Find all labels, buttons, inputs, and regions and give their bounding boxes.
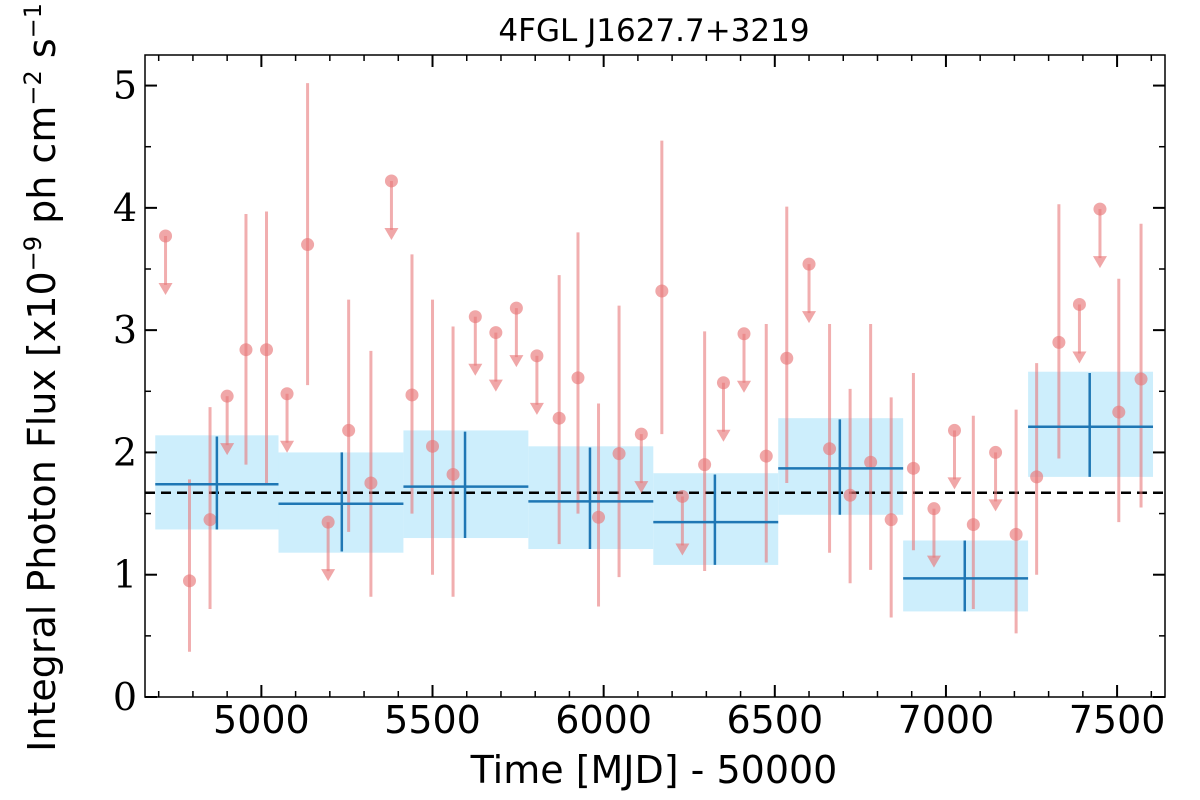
detection-point: [823, 442, 837, 456]
detection-point: [203, 513, 217, 527]
upper-limit-arrow: [736, 380, 751, 393]
detection-point: [426, 439, 440, 453]
y-label-exp3: −1: [19, 3, 47, 38]
upper-limit-point: [530, 349, 544, 363]
detection-point: [592, 510, 606, 524]
x-tick-label: 6500: [726, 698, 823, 742]
detection-point: [780, 351, 794, 365]
detection-point: [864, 455, 878, 469]
upper-limit-point: [927, 502, 941, 516]
y-label-exp1: −9: [19, 236, 47, 271]
upper-limit-point: [468, 310, 482, 324]
detection-point: [698, 458, 712, 472]
upper-limit-arrow: [280, 440, 295, 453]
upper-limit-point: [737, 327, 751, 341]
detection-point: [260, 343, 274, 357]
upper-limit-point: [989, 445, 1003, 459]
detection-point: [571, 371, 585, 385]
detection-point: [966, 518, 980, 532]
upper-limit-point: [716, 376, 730, 390]
y-tick-label: 4: [113, 186, 137, 230]
y-tick-label: 1: [113, 553, 137, 597]
upper-limit-point: [802, 257, 816, 271]
x-tick-label: 6000: [555, 698, 652, 742]
detection-point: [1030, 470, 1044, 484]
detection-point: [906, 461, 920, 475]
detection-point: [342, 423, 356, 437]
upper-limit-arrow: [926, 555, 941, 568]
detection-point: [884, 513, 898, 527]
upper-limit-arrow: [158, 282, 173, 295]
detection-point: [612, 447, 626, 461]
upper-limit-point: [159, 229, 173, 243]
upper-limit-point: [947, 423, 961, 437]
y-axis-label: Integral Photon Flux [x10−9 ph cm−2 s−1]: [19, 0, 64, 752]
y-label-suffix: ]: [20, 0, 64, 3]
detection-point: [1052, 335, 1066, 349]
upper-limit-arrow: [1072, 351, 1087, 364]
upper-limit-arrow: [220, 443, 235, 456]
upper-limit-point: [1093, 202, 1107, 216]
upper-limit-point: [220, 389, 234, 403]
upper-limit-arrow: [529, 402, 544, 415]
detection-point: [759, 449, 773, 463]
upper-limit-arrow: [488, 379, 503, 392]
upper-limit-point: [509, 301, 523, 315]
x-tick-label: 5500: [384, 698, 481, 742]
detection-point: [1112, 405, 1126, 419]
x-tick-label: 7500: [1069, 698, 1166, 742]
x-tick-label: 5000: [213, 698, 310, 742]
upper-limit-arrow: [947, 477, 962, 490]
detection-point: [239, 343, 253, 357]
y-tick-label: 5: [113, 64, 137, 108]
upper-limit-point: [1072, 297, 1086, 311]
detection-point: [301, 238, 315, 252]
upper-limit-arrow: [321, 569, 336, 582]
upper-limit-point: [280, 387, 294, 401]
upper-limit-arrow: [384, 227, 399, 240]
upper-limit-arrow: [1092, 256, 1107, 269]
y-tick-label: 3: [113, 308, 137, 352]
upper-limit-point: [384, 174, 398, 188]
y-label-exp2: −2: [19, 70, 47, 105]
x-tick-label: 7000: [898, 698, 995, 742]
upper-limit-arrow: [716, 429, 731, 442]
detection-point: [843, 488, 857, 502]
axes-frame: [144, 54, 1166, 698]
detection-point: [405, 388, 419, 402]
upper-limit-arrow: [988, 499, 1003, 512]
detection-point: [655, 284, 669, 298]
upper-limit-arrow: [802, 311, 817, 324]
detection-point: [446, 467, 460, 481]
y-tick-label: 0: [113, 675, 137, 719]
plot-area: 5000 5500 6000 6500 7000 7500 0 1 2 3 4 5: [113, 54, 1166, 742]
detection-point: [364, 476, 378, 490]
detection-point: [552, 411, 566, 425]
y-tick-label: 2: [113, 430, 137, 474]
detection-point: [1009, 527, 1023, 541]
y-label-mid: ph cm: [20, 106, 64, 236]
upper-limit-point: [321, 515, 335, 529]
chart-title: 4FGL J1627.7+3219: [498, 13, 809, 49]
upper-limit-arrow: [468, 363, 483, 376]
upper-limit-point: [675, 489, 689, 503]
upper-limit-point: [634, 427, 648, 441]
upper-limit-arrow: [675, 543, 690, 556]
upper-limit-arrow: [509, 355, 524, 368]
detection-point: [182, 574, 196, 588]
x-axis-label: Time [MJD] - 50000: [470, 748, 838, 792]
upper-limit-arrow: [634, 481, 649, 494]
y-label-prefix: Integral Photon Flux [x10: [20, 271, 64, 752]
upper-limit-point: [489, 326, 503, 340]
detection-point: [1134, 372, 1148, 386]
y-label-mid2: s: [20, 38, 64, 70]
